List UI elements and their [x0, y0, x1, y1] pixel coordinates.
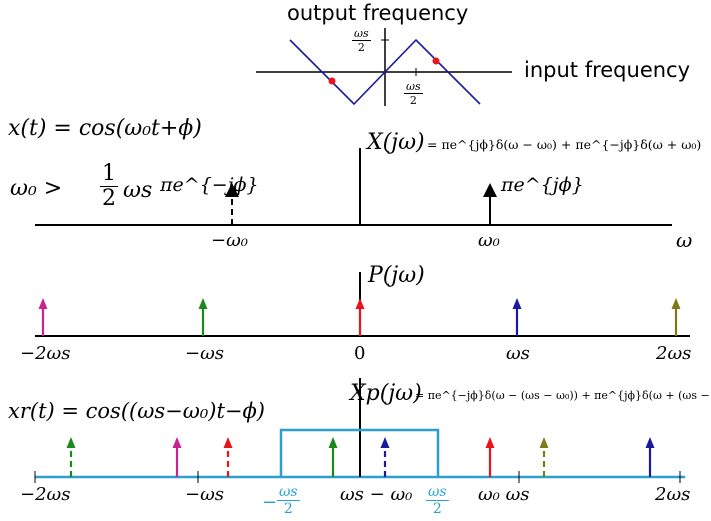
tick-neg-omega0: −ω₀ [211, 230, 248, 251]
P-label: P(jω) [368, 263, 425, 288]
p-tick-neg2ws: −2ωs [20, 343, 71, 364]
half-ws-label-x: ωs 2 [404, 80, 423, 107]
xp-impulse-5 [485, 437, 495, 477]
Xp-label: Xp(jω) [350, 381, 422, 406]
alias-point-left [328, 77, 336, 85]
condition-rhs: ωs [123, 178, 153, 203]
panel-xp-spectrum [34, 378, 685, 483]
omega-axis-label: ω [676, 228, 693, 252]
p-impulse-4 [671, 298, 681, 336]
p-impulse-0 [38, 298, 48, 336]
output-frequency-label: output frequency [287, 1, 469, 25]
p-tick-zero: 0 [354, 343, 366, 364]
sampled-impulses [66, 437, 655, 477]
panel-p-spectrum [35, 272, 690, 337]
xp-impulse-2 [223, 437, 233, 477]
X-label: X(jω) [367, 130, 425, 155]
condition-lhs: ω₀ > [10, 176, 63, 201]
aliasing-plot [256, 28, 512, 106]
xp-tick-ws-minus-w0: ωs − ω₀ [340, 484, 413, 505]
reconstruction-filter [279, 428, 440, 477]
xp-tick-negws: −ωs [185, 484, 224, 505]
xp-ticks [34, 471, 681, 483]
alias-point-right [432, 57, 440, 65]
panel-x-spectrum [35, 148, 672, 226]
xp-tick-2ws: 2ωs [655, 484, 691, 505]
input-frequency-label: input frequency [524, 58, 691, 82]
filter-right-edge-label: ωs 2 [426, 484, 449, 517]
p-tick-2ws: 2ωs [656, 343, 692, 364]
xr-of-t-equation: xr(t) = cos((ωs−ω₀)t−ϕ) [8, 399, 265, 423]
impulse-pos-label: πe^{jϕ} [501, 174, 584, 196]
p-impulse-2 [355, 298, 365, 336]
p-impulse-3 [512, 298, 522, 336]
xp-tick-neg2ws: −2ωs [20, 484, 71, 505]
xp-impulse-7 [645, 437, 655, 477]
X-equation: = πe^{jϕ}δ(ω − ω₀) + πe^{−jϕ}δ(ω + ω₀) [427, 137, 702, 152]
half-ws-label-y: ωs 2 [352, 27, 371, 54]
filter-left-sign: − [262, 492, 278, 513]
filter-left-edge-label: ωs 2 [277, 484, 300, 517]
impulse-neg-label: πe^{−jϕ} [160, 174, 259, 196]
xp-tick-w0-ws: ω₀ ωs [478, 484, 530, 505]
Xp-equation: = πe^{−jϕ}δ(ω − (ωs − ω₀)) + πe^{jϕ}δ(ω … [415, 389, 711, 402]
tick-pos-omega0: ω₀ [478, 230, 500, 251]
p-tick-ws: ωs [506, 343, 530, 364]
xp-impulse-1 [172, 437, 182, 477]
xp-impulse-3 [328, 437, 338, 477]
p-tick-negws: −ωs [185, 343, 224, 364]
p-impulse-1 [198, 298, 208, 336]
aliasing-zigzag-line [289, 38, 481, 106]
xp-impulse-6 [539, 437, 549, 477]
x-of-t-equation: x(t) = cos(ω₀t+ϕ) [8, 116, 202, 141]
sampling-impulses [38, 298, 681, 336]
xp-impulse-0 [66, 437, 76, 477]
xp-impulse-4 [380, 437, 390, 477]
